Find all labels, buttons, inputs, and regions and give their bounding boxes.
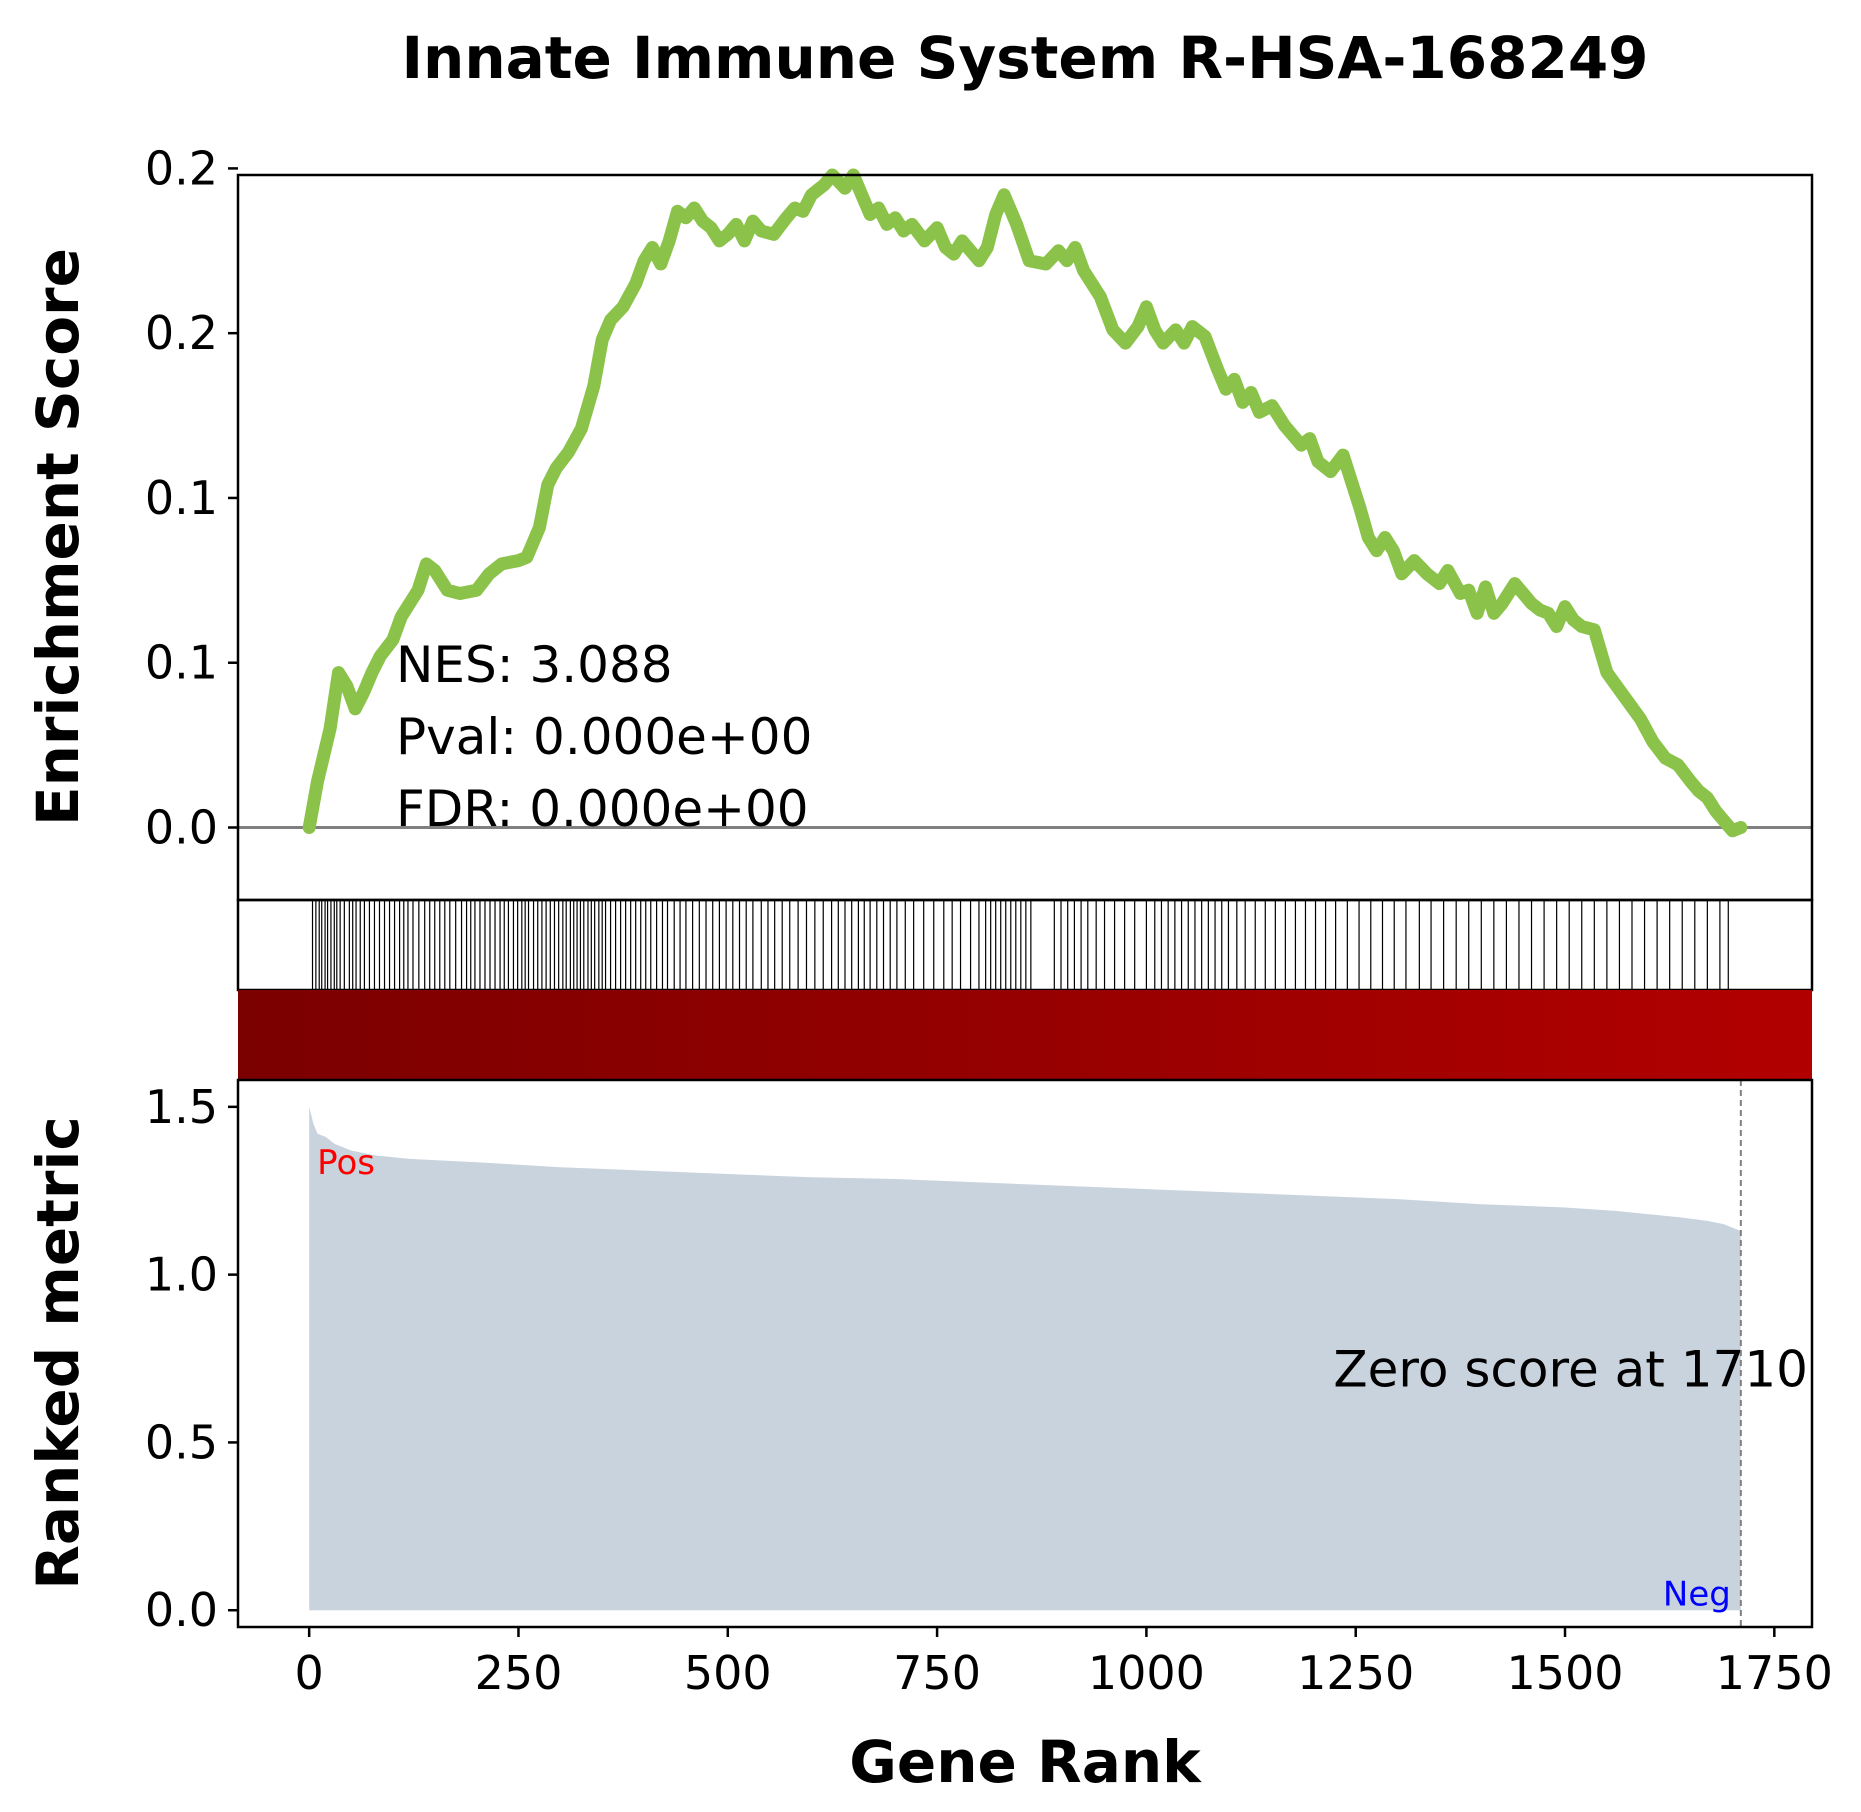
- ranked-metric-y-tick-label: 1.5: [145, 1080, 218, 1134]
- hit-marks: [311, 900, 1729, 990]
- enrichment-y-tick-label: 0.2: [145, 141, 218, 195]
- enrichment-y-axis-title: Enrichment Score: [24, 248, 92, 826]
- enrichment-panel: 0.0 0.1 0.1 0.2 0.2 NES: 3.088 Pval: 0.000e+…: [145, 141, 1814, 902]
- neg-label: Neg: [1663, 1574, 1731, 1614]
- ranked-metric-area: [309, 1106, 1741, 1611]
- enrichment-y-tick-label: 0.1: [145, 636, 218, 690]
- x-tick-label: 1250: [1297, 1646, 1414, 1700]
- ranked-metric-panel: 0.0 0.5 1.0 1.5 Pos Neg Zero score at 1710: [145, 1078, 1814, 1637]
- nes-label: NES: 3.088: [396, 636, 673, 694]
- ranked-metric-y-ticks: 0.0 0.5 1.0 1.5: [145, 1080, 238, 1637]
- pos-label: Pos: [317, 1143, 375, 1183]
- pval-label: Pval: 0.000e+00: [396, 708, 812, 766]
- zero-score-label: Zero score at 1710: [1333, 1341, 1808, 1399]
- enrichment-y-tick-label: 0.1: [145, 471, 218, 525]
- x-axis-ticks: 0 250 500 750 1000 1250 1500 1750: [295, 1627, 1833, 1700]
- chart-title: Innate Immune System R-HSA-168249: [401, 24, 1648, 92]
- enrichment-score-line: [302, 168, 1748, 838]
- rank-gradient-bar: [238, 990, 1812, 1080]
- enrichment-y-tick-label: 0.0: [145, 801, 218, 855]
- hits-panel: [236, 898, 1814, 992]
- x-tick-label: 750: [893, 1646, 981, 1700]
- ranked-metric-y-tick-label: 0.0: [145, 1583, 218, 1637]
- ranked-metric-y-tick-label: 0.5: [145, 1415, 218, 1469]
- fdr-label: FDR: 0.000e+00: [396, 780, 809, 838]
- x-tick-label: 500: [684, 1646, 772, 1700]
- enrichment-y-tick-label: 0.2: [145, 306, 218, 360]
- enrichment-y-ticks: 0.0 0.1 0.1 0.2 0.2: [145, 141, 238, 855]
- hits-frame: [236, 898, 1814, 992]
- x-tick-label: 0: [295, 1646, 324, 1700]
- x-tick-label: 1750: [1716, 1646, 1833, 1700]
- ranked-metric-y-tick-label: 1.0: [145, 1248, 218, 1302]
- x-tick-label: 1500: [1506, 1646, 1623, 1700]
- ranked-metric-y-axis-title: Ranked metric: [24, 1116, 92, 1590]
- x-tick-label: 250: [475, 1646, 563, 1700]
- x-tick-label: 1000: [1088, 1646, 1205, 1700]
- ranked-metric-frame: [236, 1078, 1814, 1629]
- x-axis-title: Gene Rank: [849, 1728, 1202, 1796]
